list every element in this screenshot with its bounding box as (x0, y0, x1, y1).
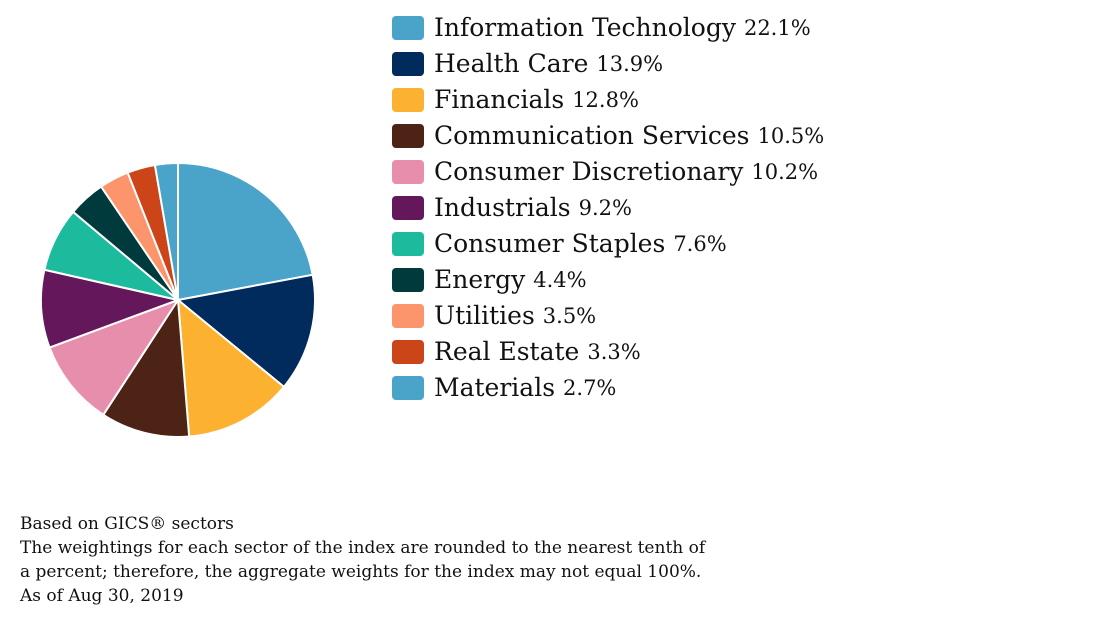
legend: Information Technology 22.1% Health Care 13… (392, 10, 824, 406)
pie-chart (40, 162, 316, 438)
legend-item-communication-services: Communication Services 10.5% (392, 118, 824, 154)
legend-label-information-technology: Information Technology (434, 13, 736, 42)
legend-label-consumer-staples: Consumer Staples (434, 229, 666, 258)
legend-label-materials: Materials (434, 373, 556, 402)
legend-swatch-energy (392, 268, 424, 292)
legend-item-information-technology: Information Technology 22.1% (392, 10, 824, 46)
legend-value-materials: 2.7% (563, 376, 617, 400)
footnotes: Based on GICS® sectors The weightings fo… (20, 512, 820, 608)
legend-value-financials: 12.8% (572, 88, 639, 112)
legend-value-health-care: 13.9% (596, 52, 664, 76)
legend-swatch-materials (392, 376, 424, 400)
legend-label-utilities: Utilities (434, 301, 535, 330)
legend-value-energy: 4.4% (533, 268, 587, 292)
legend-value-real-estate: 3.3% (587, 340, 641, 364)
legend-item-consumer-staples: Consumer Staples 7.6% (392, 226, 824, 262)
legend-swatch-consumer-staples (392, 232, 424, 256)
legend-label-consumer-discretionary: Consumer Discretionary (434, 157, 744, 186)
footnote-rounding-line-1: The weightings for each sector of the in… (20, 538, 706, 558)
legend-label-energy: Energy (434, 265, 526, 294)
pie-slice-financials (177, 299, 285, 438)
legend-value-consumer-staples: 7.6% (673, 232, 727, 256)
legend-swatch-health-care (392, 52, 424, 76)
legend-item-energy: Energy 4.4% (392, 262, 824, 298)
legend-swatch-utilities (392, 304, 424, 328)
legend-item-health-care: Health Care 13.9% (392, 46, 824, 82)
legend-item-financials: Financials 12.8% (392, 82, 824, 118)
legend-label-real-estate: Real Estate (434, 337, 580, 366)
footnote-sectors-source: Based on GICS® sectors (20, 514, 234, 534)
legend-swatch-industrials (392, 196, 424, 220)
legend-value-consumer-discretionary: 10.2% (751, 160, 819, 184)
footnote-rounding-line-2: a percent; therefore, the aggregate weig… (20, 562, 702, 582)
pie-slice-communication-services (102, 299, 191, 438)
legend-label-health-care: Health Care (434, 49, 589, 78)
legend-item-utilities: Utilities 3.5% (392, 298, 824, 334)
legend-value-communication-services: 10.5% (757, 124, 825, 148)
legend-label-communication-services: Communication Services (434, 121, 750, 150)
pie-slice-materials (153, 162, 179, 301)
pie-slice-information-technology (177, 162, 314, 301)
legend-swatch-information-technology (392, 16, 424, 40)
legend-value-information-technology: 22.1% (743, 16, 811, 40)
legend-item-consumer-discretionary: Consumer Discretionary 10.2% (392, 154, 824, 190)
legend-swatch-real-estate (392, 340, 424, 364)
footnote-as-of-date: As of Aug 30, 2019 (20, 586, 184, 606)
legend-value-industrials: 9.2% (578, 196, 632, 220)
legend-swatch-financials (392, 88, 424, 112)
legend-label-industrials: Industrials (434, 193, 571, 222)
legend-item-industrials: Industrials 9.2% (392, 190, 824, 226)
legend-item-real-estate: Real Estate 3.3% (392, 334, 824, 370)
legend-item-materials: Materials 2.7% (392, 370, 824, 406)
legend-label-financials: Financials (434, 85, 565, 114)
pie-slice-health-care (177, 273, 316, 388)
legend-swatch-consumer-discretionary (392, 160, 424, 184)
pie-slice-consumer-discretionary (48, 299, 179, 416)
legend-swatch-communication-services (392, 124, 424, 148)
legend-value-utilities: 3.5% (542, 304, 597, 328)
pie-slice-industrials (40, 268, 179, 349)
